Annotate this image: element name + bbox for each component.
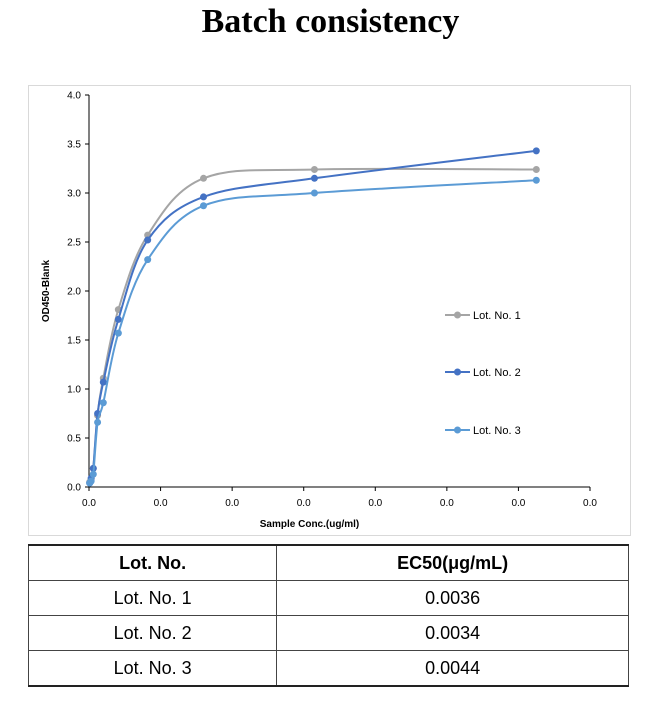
x-tick-label: 0.0: [368, 498, 382, 509]
table-row: Lot. No. 3 0.0044: [27, 650, 629, 687]
x-tick-label: 0.0: [440, 498, 454, 509]
x-tick-label: 0.0: [225, 498, 239, 509]
table-cell-lot: Lot. No. 1: [27, 580, 278, 616]
y-tick-label: 0.5: [67, 434, 81, 445]
page-title: Batch consistency: [201, 3, 460, 40]
legend-item: Lot. No. 2: [445, 367, 521, 379]
legend-item: Lot. No. 1: [445, 310, 521, 322]
table-row: Lot. No. 1 0.0036: [27, 580, 629, 616]
x-tick-label: 0.0: [82, 498, 96, 509]
x-tick-label: 0.0: [511, 498, 525, 509]
data-point: [87, 477, 95, 485]
y-tick-label: 4.0: [67, 91, 81, 102]
data-point: [310, 165, 318, 173]
x-axis-label: Sample Conc.(ug/ml): [260, 519, 359, 530]
series-2: [86, 147, 540, 487]
x-tick-label: 0.0: [583, 498, 597, 509]
data-point: [532, 176, 540, 184]
table-cell-ec50: 0.0044: [276, 650, 629, 687]
table-header-ec50: EC50(μg/mL): [276, 544, 629, 581]
x-ticks: 0.0 0.0 0.0 0.0 0.0 0.0 0.0 0.0: [82, 487, 597, 509]
data-point: [310, 174, 318, 182]
table-cell-ec50: 0.0036: [276, 580, 629, 616]
y-tick-label: 3.5: [67, 140, 81, 151]
y-tick-label: 0.0: [67, 483, 81, 494]
legend-label: Lot. No. 1: [473, 310, 521, 322]
y-tick-label: 2.0: [67, 287, 81, 298]
table-row: Lot. No. 2 0.0034: [27, 615, 629, 651]
chart-legend: Lot. No. 1 Lot. No. 2 Lot. No. 3: [445, 310, 521, 437]
y-ticks: 0.0 0.5 1.0 1.5 2.0 2.5 3.0 3.5 4.0: [67, 91, 89, 494]
data-point: [114, 315, 122, 323]
ec50-table: Lot. No. EC50(μg/mL) Lot. No. 1 0.0036 L…: [27, 544, 629, 687]
data-point: [114, 329, 122, 337]
series-line: [88, 179, 537, 484]
table-cell-lot: Lot. No. 3: [27, 650, 278, 687]
x-tick-label: 0.0: [297, 498, 311, 509]
y-tick-label: 3.0: [67, 189, 81, 200]
legend-label: Lot. No. 3: [473, 425, 521, 437]
chart-frame: [28, 85, 631, 536]
chart-series: [86, 147, 540, 487]
data-point: [144, 256, 152, 264]
y-tick-label: 1.5: [67, 336, 81, 347]
data-point: [532, 165, 540, 173]
series-3: [86, 176, 540, 487]
data-point: [200, 174, 208, 182]
table-cell-ec50: 0.0034: [276, 615, 629, 651]
data-point: [94, 418, 102, 426]
data-point: [144, 236, 152, 244]
table-header-lot: Lot. No.: [27, 544, 278, 581]
data-point: [310, 189, 318, 197]
y-axis-label: OD450-Blank: [41, 259, 52, 322]
series-line: [88, 167, 537, 483]
table-header-row: Lot. No. EC50(μg/mL): [27, 544, 629, 581]
legend-marker: [454, 368, 461, 376]
y-tick-label: 2.5: [67, 238, 81, 249]
table-cell-lot: Lot. No. 2: [27, 615, 278, 651]
series-1: [86, 165, 540, 486]
legend-marker: [454, 311, 461, 319]
x-tick-label: 0.0: [154, 498, 168, 509]
legend-item: Lot. No. 3: [445, 425, 521, 437]
chart: 0.00.51.01.52.02.53.03.54.0 0.0 0.0 0.0 0.0…: [41, 91, 597, 531]
data-point: [200, 193, 208, 201]
legend-label: Lot. No. 2: [473, 367, 521, 379]
series-line: [88, 149, 537, 484]
data-point: [89, 470, 97, 478]
data-point: [99, 378, 107, 386]
data-point: [200, 202, 208, 210]
data-point: [532, 147, 540, 155]
y-tick-label: 1.0: [67, 385, 81, 396]
legend-marker: [454, 426, 461, 434]
data-point: [99, 399, 107, 407]
